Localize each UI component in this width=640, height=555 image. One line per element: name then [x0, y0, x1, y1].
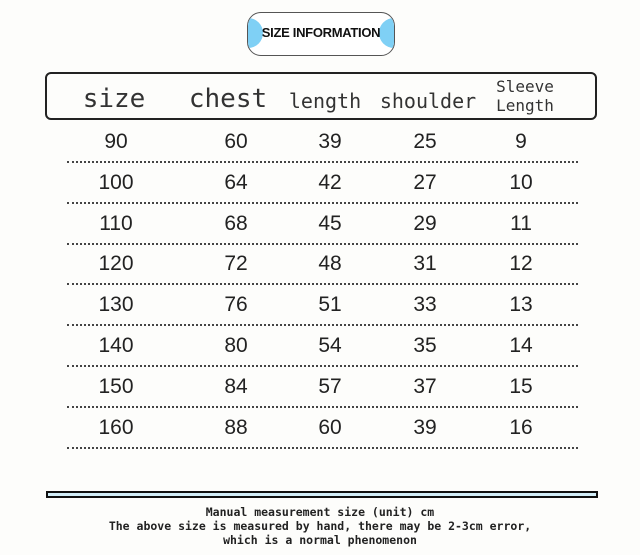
cell-sleeve-length: 14 [509, 334, 533, 357]
cell-chest: 64 [224, 170, 248, 194]
cell-length: 57 [318, 374, 342, 398]
cell-chest: 80 [224, 334, 248, 357]
cell-size: 140 [98, 334, 134, 357]
cell-length: 48 [318, 252, 342, 276]
header-sleeve-length: Sleeve Length [496, 77, 554, 115]
cell-shoulder: 27 [413, 170, 437, 194]
badge-title: SIZE INFORMATION [261, 25, 381, 40]
cell-size: 130 [98, 293, 134, 317]
row-divider [67, 283, 578, 286]
cell-sleeve-length: 10 [509, 170, 533, 194]
cell-shoulder: 37 [413, 374, 437, 398]
table-header [45, 72, 597, 120]
row-divider [67, 161, 578, 163]
cell-sleeve-length: 13 [509, 293, 533, 317]
cell-sleeve-length: 16 [509, 415, 533, 439]
size-information-badge: SIZE INFORMATION [247, 12, 395, 56]
cell-sleeve-length: 9 [515, 130, 527, 153]
cell-chest: 60 [224, 130, 248, 153]
note-line-3: which is a normal phenomenon [223, 533, 417, 547]
cell-size: 120 [98, 252, 134, 276]
cell-shoulder: 35 [413, 334, 437, 357]
note-line-2: The above size is measured by hand, ther… [108, 519, 532, 533]
row-divider [67, 365, 578, 367]
cell-length: 60 [318, 415, 342, 439]
row-divider [67, 446, 578, 449]
cell-sleeve-length: 11 [510, 211, 532, 235]
cell-length: 45 [318, 211, 342, 235]
badge-left-accent [248, 18, 263, 48]
header-length: length [288, 89, 362, 113]
divider-bar [46, 491, 598, 498]
row-divider [67, 201, 578, 204]
cell-size: 90 [104, 130, 128, 153]
cell-length: 39 [318, 130, 342, 153]
cell-shoulder: 31 [413, 252, 437, 276]
cell-chest: 76 [224, 293, 248, 317]
cell-length: 54 [318, 334, 342, 357]
cell-shoulder: 25 [413, 130, 437, 153]
note-line-1: Manual measurement size (unit) cm [205, 505, 435, 519]
cell-length: 42 [318, 170, 342, 194]
cell-size: 160 [98, 415, 134, 439]
badge-right-accent [379, 18, 394, 48]
cell-size: 100 [98, 170, 134, 194]
cell-sleeve-length: 15 [509, 374, 533, 398]
cell-chest: 68 [224, 211, 248, 235]
row-divider [67, 324, 578, 327]
cell-chest: 84 [224, 374, 248, 398]
row-divider [67, 405, 578, 408]
row-divider [67, 242, 578, 245]
header-shoulder: shoulder [379, 89, 477, 113]
cell-size: 150 [98, 374, 134, 398]
cell-shoulder: 29 [413, 211, 437, 235]
cell-size: 110 [99, 211, 133, 235]
cell-length: 51 [318, 293, 342, 317]
cell-sleeve-length: 12 [509, 252, 533, 276]
header-chest: chest [188, 84, 268, 114]
cell-shoulder: 33 [413, 293, 437, 317]
cell-shoulder: 39 [413, 415, 437, 439]
header-size: size [82, 84, 146, 114]
cell-chest: 72 [224, 252, 248, 276]
cell-chest: 88 [224, 415, 248, 439]
